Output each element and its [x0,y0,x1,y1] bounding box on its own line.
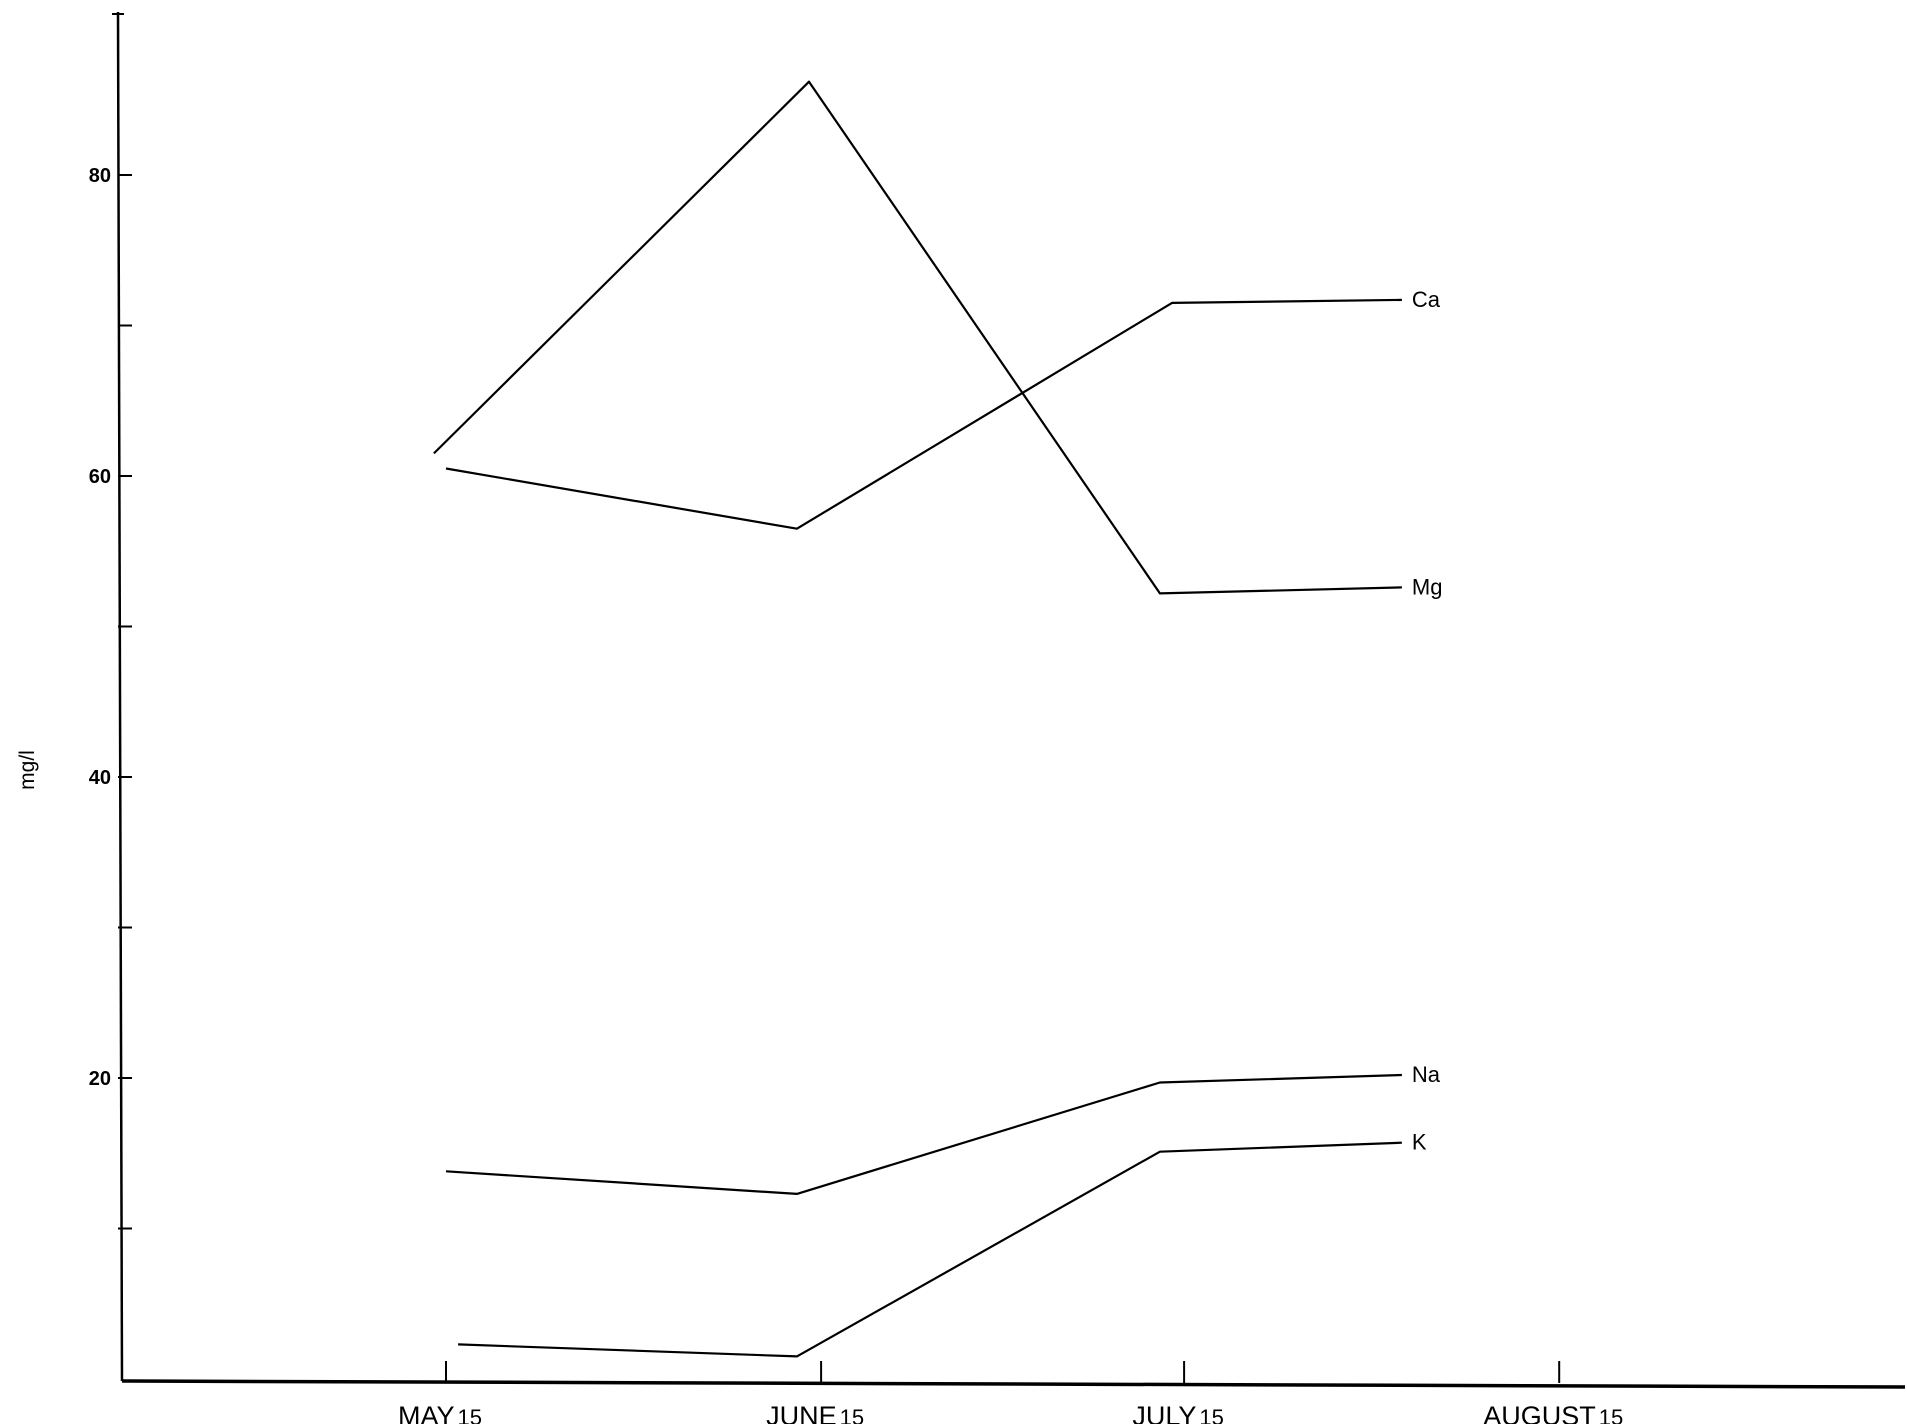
y-tick-label: 20 [89,1068,111,1090]
x-tick-label: JUNE 15 [766,1401,864,1424]
x-tick-label: AUGUST 15 [1483,1401,1623,1424]
series-lines [433,80,1402,1358]
y-axis-label: mg/l [16,750,39,790]
labels: 20 40 60 80 MAY 15 JUNE 15 JULY 15 AUGUST 15 Ca Mg Na K [89,165,1623,1424]
series-line-ca [445,298,1402,530]
y-tick-label: 60 [89,466,111,488]
x-tick-label: MAY 15 [398,1401,482,1424]
series-line-na [445,1073,1402,1196]
series-label-ca: Ca [1412,287,1441,312]
axes [112,11,1906,1389]
x-tick-label: JULY 15 [1132,1401,1224,1424]
series-label-mg: Mg [1412,574,1443,599]
series-line-mg [433,80,1402,595]
y-axis-line [116,11,124,1382]
y-tick-label: 40 [89,767,111,789]
x-axis-line [121,1379,1906,1389]
y-tick-label: 80 [89,165,111,187]
series-label-k: K [1412,1130,1427,1155]
series-label-na: Na [1412,1062,1441,1087]
series-line-k [458,1141,1402,1358]
